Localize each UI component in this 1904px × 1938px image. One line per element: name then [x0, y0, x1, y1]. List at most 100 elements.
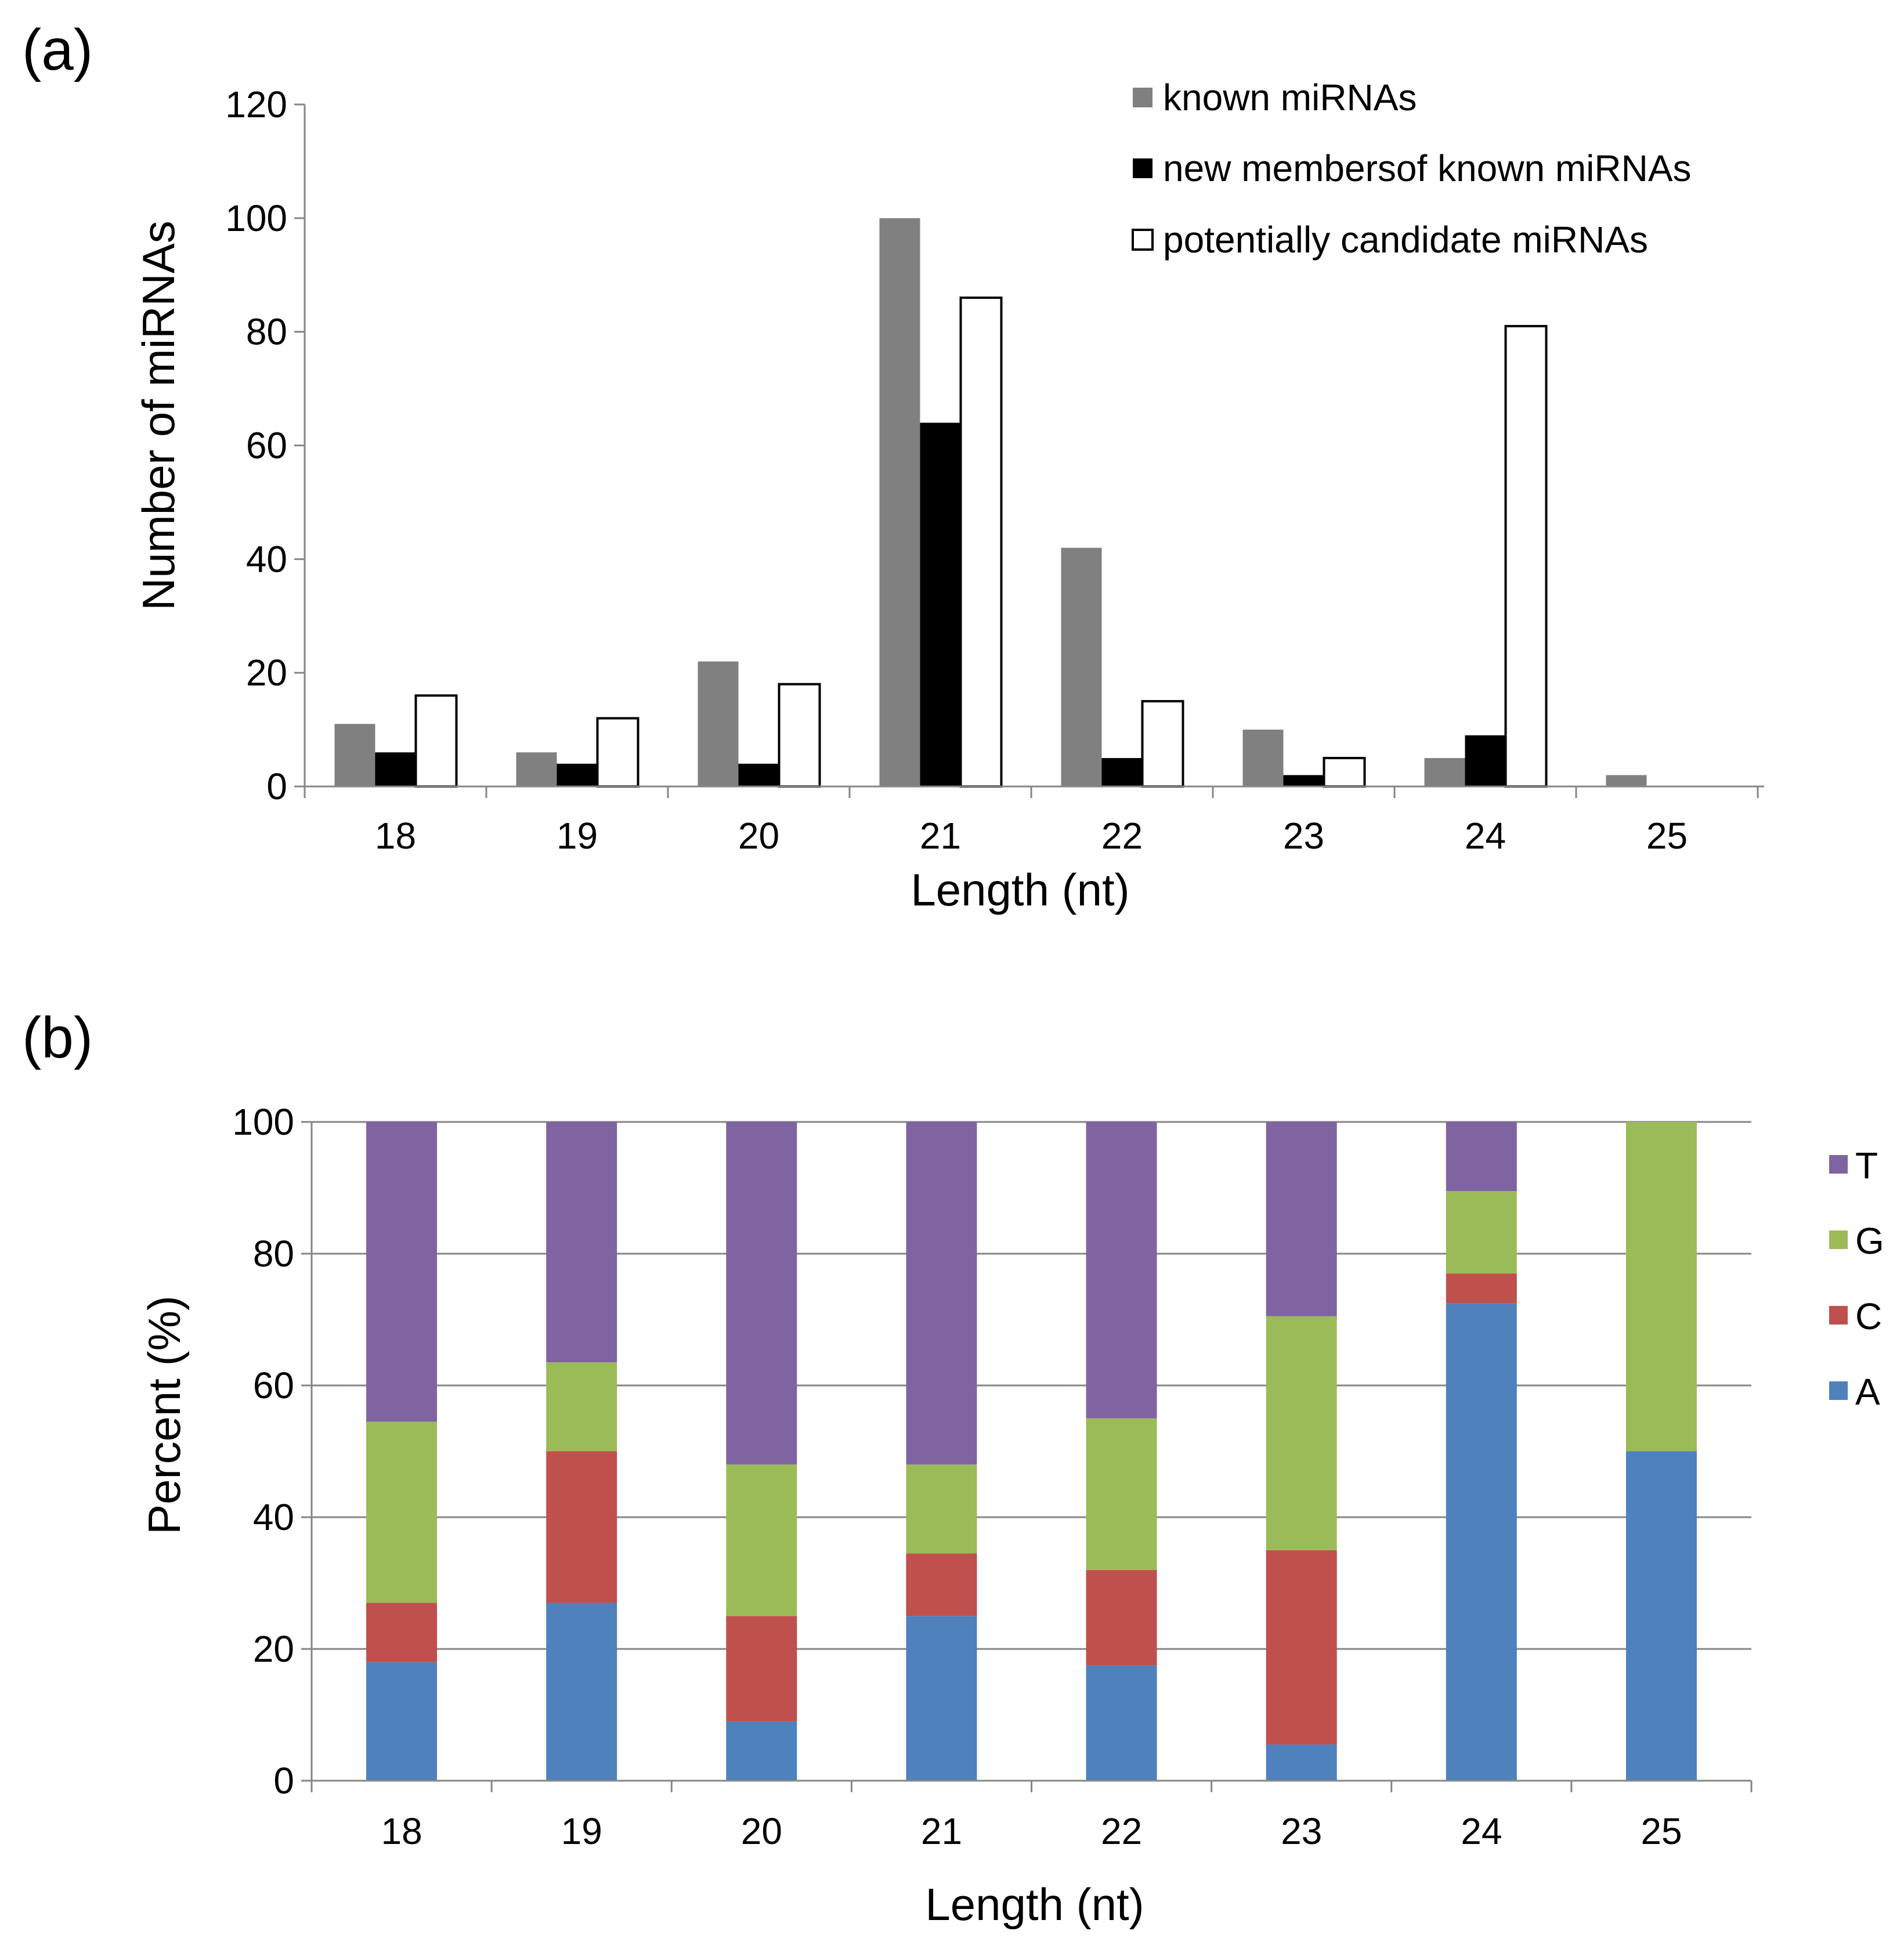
bar-a-18	[366, 1662, 438, 1781]
legend-swatch-t	[1829, 1155, 1848, 1174]
bar-known-mirnas-21	[879, 218, 920, 786]
legend-label-g: G	[1855, 1220, 1884, 1262]
bar-known-mirnas-19	[516, 752, 557, 786]
a-x-tick-label: 21	[920, 815, 961, 857]
bar-new-membersof-known-mirnas-18	[375, 752, 416, 786]
a-y-tick-label: 80	[246, 311, 287, 353]
bar-t-21	[906, 1122, 977, 1465]
bar-c-19	[546, 1451, 617, 1603]
b-y-tick-label: 100	[232, 1101, 294, 1143]
bar-new-membersof-known-mirnas-24	[1465, 735, 1506, 786]
a-y-tick-label: 100	[225, 197, 287, 239]
bar-g-19	[546, 1362, 617, 1452]
bar-potentially-candidate-mirnas-19	[596, 717, 640, 788]
bar-g-24	[1446, 1191, 1517, 1274]
bar-potentially-candidate-mirnas-21	[959, 296, 1003, 788]
b-x-axis-ticks: 18 19 20 21 22 23 24 25	[310, 1781, 1753, 1852]
bar-a-22	[1086, 1665, 1157, 1781]
chart-b: (b) 0 20 40 60 80 100 18 19 20 21 22 23 24 25 Length…	[22, 1005, 1884, 1930]
bar-known-mirnas-25	[1606, 775, 1647, 786]
b-x-tick-label: 22	[1101, 1810, 1142, 1852]
b-bars	[366, 1122, 1697, 1781]
legend-label-known-mirnas: known miRNAs	[1163, 77, 1417, 118]
a-x-tick-label: 19	[557, 815, 598, 857]
legend-swatch-c	[1829, 1306, 1848, 1325]
b-x-axis-title: Length (nt)	[925, 1879, 1144, 1930]
bar-g-22	[1086, 1418, 1157, 1570]
a-bars	[334, 218, 1647, 788]
bar-potentially-candidate-mirnas-18	[414, 694, 458, 788]
a-y-axis-ticks: 0 20 40 60 80 100 120	[225, 84, 305, 807]
bar-potentially-candidate-mirnas-23	[1323, 757, 1366, 788]
a-x-axis-title: Length (nt)	[911, 864, 1129, 915]
legend-label-new-members: new membersof known miRNAs	[1163, 147, 1692, 189]
bar-t-24	[1446, 1122, 1517, 1192]
b-x-tick-label: 24	[1461, 1810, 1502, 1852]
b-y-tick-label: 80	[253, 1233, 294, 1275]
bar-t-18	[366, 1122, 438, 1422]
b-x-tick-label: 21	[921, 1810, 962, 1852]
bar-new-membersof-known-mirnas-20	[738, 763, 779, 786]
a-x-tick-label: 18	[375, 815, 416, 857]
bar-known-mirnas-22	[1061, 547, 1102, 786]
bar-t-23	[1266, 1122, 1337, 1316]
bar-c-20	[726, 1616, 797, 1722]
b-gridlines	[312, 1121, 1751, 1650]
legend-label-a: A	[1855, 1371, 1880, 1413]
b-y-axis-title: Percent (%)	[139, 1295, 190, 1535]
bar-known-mirnas-20	[698, 661, 739, 786]
b-x-tick-label: 20	[741, 1810, 782, 1852]
a-x-tick-label: 25	[1646, 815, 1688, 857]
legend-swatch-candidate-mirnas	[1132, 229, 1154, 251]
panel-label-b: (b)	[22, 1005, 93, 1070]
a-y-tick-label: 20	[246, 652, 287, 694]
bar-c-22	[1086, 1569, 1157, 1666]
chart-a: (a) 0 20 40 60 80 100 120 18 19 20 21 22 23 24 25 Len…	[22, 17, 1764, 915]
a-legend: known miRNAs new membersof known miRNAs …	[1132, 77, 1692, 261]
bar-potentially-candidate-mirnas-20	[778, 683, 821, 788]
a-x-axis-ticks: 18 19 20 21 22 23 24 25	[304, 786, 1759, 857]
b-x-tick-label: 18	[381, 1810, 422, 1852]
bar-g-20	[726, 1464, 797, 1616]
bar-new-membersof-known-mirnas-23	[1283, 775, 1324, 786]
b-y-tick-label: 60	[253, 1365, 294, 1406]
bar-t-20	[726, 1122, 797, 1465]
bar-a-25	[1625, 1451, 1697, 1781]
legend-label-candidate-mirnas: potentially candidate miRNAs	[1163, 219, 1648, 261]
bar-potentially-candidate-mirnas-22	[1141, 700, 1184, 788]
legend-swatch-g	[1829, 1230, 1848, 1249]
legend-swatch-new-members	[1133, 158, 1152, 178]
bar-a-19	[546, 1603, 617, 1781]
a-y-tick-label: 0	[266, 766, 287, 807]
bar-g-18	[366, 1421, 438, 1603]
bar-a-24	[1446, 1303, 1517, 1781]
legend-label-t: T	[1855, 1145, 1878, 1186]
b-legend: T G C A	[1829, 1145, 1884, 1413]
panel-label-a: (a)	[22, 17, 93, 82]
bar-a-20	[726, 1721, 797, 1781]
a-x-tick-label: 24	[1465, 815, 1506, 857]
bar-new-membersof-known-mirnas-22	[1101, 758, 1143, 786]
bar-potentially-candidate-mirnas-24	[1504, 324, 1548, 788]
bar-c-21	[906, 1553, 977, 1616]
bar-c-24	[1446, 1273, 1517, 1304]
legend-label-c: C	[1855, 1295, 1882, 1337]
b-y-tick-label: 20	[253, 1628, 294, 1670]
bar-a-23	[1266, 1744, 1337, 1781]
bar-g-25	[1625, 1122, 1697, 1452]
b-y-tick-label: 0	[273, 1760, 294, 1802]
bar-t-22	[1086, 1122, 1157, 1419]
a-y-tick-label: 60	[246, 425, 287, 467]
a-x-tick-label: 22	[1101, 815, 1143, 857]
bar-c-23	[1266, 1550, 1337, 1745]
b-axes	[310, 1122, 1751, 1782]
a-y-tick-label: 40	[246, 538, 287, 580]
a-x-tick-label: 20	[738, 815, 779, 857]
bar-a-21	[906, 1616, 977, 1781]
b-y-axis-ticks: 0 20 40 60 80 100	[232, 1101, 312, 1802]
b-x-tick-label: 23	[1281, 1810, 1322, 1852]
bar-new-membersof-known-mirnas-19	[557, 763, 598, 786]
bar-g-23	[1266, 1316, 1337, 1550]
bar-new-membersof-known-mirnas-21	[920, 423, 961, 786]
